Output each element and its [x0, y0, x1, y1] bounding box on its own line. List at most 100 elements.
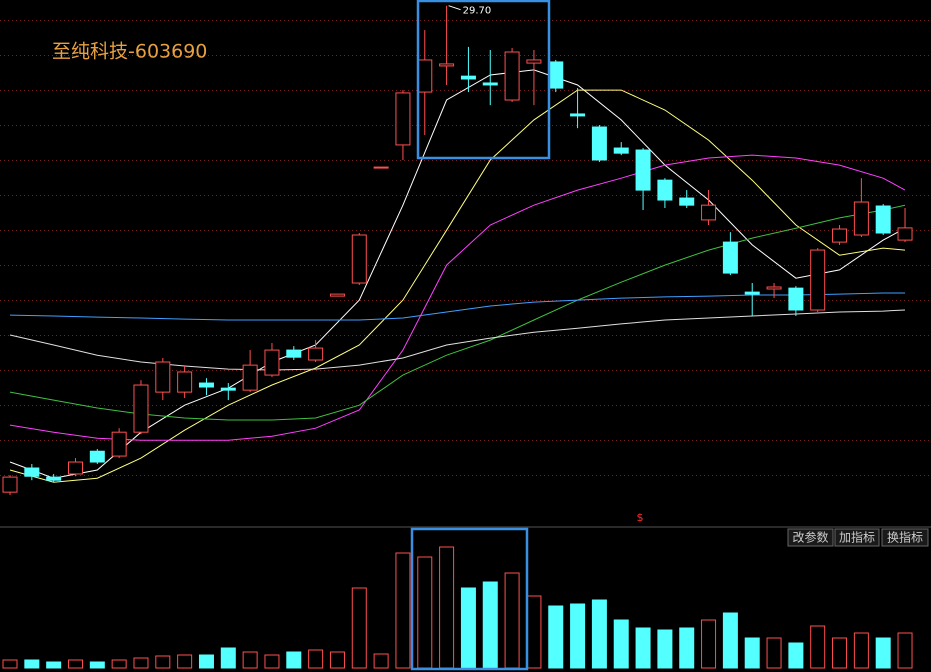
candle-body [460, 75, 476, 80]
volume-bar [548, 605, 564, 669]
indicator-button[interactable] [787, 528, 834, 547]
volume-bar [329, 651, 345, 669]
candle-body [482, 82, 498, 86]
volume-bar [591, 599, 607, 669]
candle-body [286, 349, 302, 358]
indicator-button-label[interactable]: 加指标 [839, 530, 875, 545]
candle-body [722, 241, 738, 274]
candle-body [439, 63, 455, 67]
candle-body [657, 179, 673, 201]
candle-body [679, 197, 695, 206]
candle-body [177, 371, 193, 393]
grid-pattern [0, 20, 931, 500]
volume-bar [351, 587, 367, 669]
volume-bar [832, 637, 848, 669]
volume-bar [177, 654, 193, 669]
ma-line [9, 154, 906, 441]
volume-bar [395, 552, 411, 669]
candle-body [351, 234, 367, 284]
candle-body [570, 113, 586, 117]
volume-bar [482, 581, 498, 669]
high-label: 29.70 [463, 6, 492, 17]
volume-bar [373, 653, 389, 669]
volume-bar [504, 572, 520, 669]
volume-bar [744, 637, 760, 669]
candle-body [67, 461, 83, 475]
marker: $ [637, 511, 644, 524]
volume-bar [766, 637, 782, 669]
volume-bar [133, 657, 149, 669]
candle-body [788, 287, 804, 311]
ma-line [9, 204, 906, 421]
candle-body [810, 249, 826, 311]
volume-bar [897, 632, 913, 669]
volume-bar [460, 587, 476, 669]
candle-body [264, 349, 280, 376]
candle-body [897, 227, 913, 241]
candle-body [526, 59, 542, 64]
candle-body [329, 293, 345, 297]
candle-body [24, 467, 40, 477]
volume-bar [67, 659, 83, 669]
candle-body [89, 450, 105, 463]
indicator-button-label[interactable]: 改参数 [792, 530, 828, 545]
volume-bar [635, 627, 651, 669]
volume-bar [308, 649, 324, 669]
candle-body [635, 149, 651, 191]
candle-body [133, 384, 149, 433]
candle-body [2, 476, 18, 493]
high-pointer [448, 5, 461, 11]
volume-bar [89, 661, 105, 669]
candle-body [613, 147, 629, 154]
volume-bar [46, 661, 62, 669]
candle-body [373, 166, 389, 169]
candle-body [875, 205, 891, 234]
candle-body [701, 204, 717, 221]
candle-body [766, 286, 782, 290]
indicator-button-label[interactable]: 换指标 [887, 530, 923, 545]
volume-bar [111, 659, 127, 669]
ma-line [9, 89, 906, 483]
volume-bar [439, 546, 455, 669]
volume-bar [657, 629, 673, 669]
candle-body [548, 61, 564, 89]
volume-bar [570, 603, 586, 669]
indicator-button[interactable] [834, 528, 880, 547]
volume-bar [242, 651, 258, 669]
volume-bar [788, 642, 804, 669]
volume-bar [701, 619, 717, 669]
candle-body [308, 347, 324, 361]
candle-body [832, 228, 848, 243]
volume-bar [24, 659, 40, 669]
volume-bar [875, 637, 891, 669]
candle-body [591, 126, 607, 161]
highlight-box [416, 0, 551, 160]
candle-body [46, 476, 62, 481]
candle-body [417, 59, 433, 93]
candle-body [504, 51, 520, 101]
volume-bar [198, 654, 214, 669]
candle-body [155, 361, 171, 393]
chart-title: 至纯科技-603690 [52, 41, 207, 63]
volume-bar [264, 654, 280, 669]
candle-body [395, 92, 411, 146]
volume-bar [853, 632, 869, 669]
indicator-button[interactable] [881, 528, 929, 547]
volume-bar [810, 625, 826, 669]
buttons: 改参数 加指标 换指标 [787, 528, 929, 547]
candle-body [853, 201, 869, 236]
candle-body [111, 431, 127, 457]
volume-panel [2, 546, 913, 669]
highlight-box [410, 527, 529, 671]
volume-bar [286, 651, 302, 669]
volume-bar [220, 647, 236, 669]
volume-bar [526, 595, 542, 669]
volume-bar [2, 659, 18, 669]
candle-body [220, 387, 236, 391]
candle-body [744, 291, 760, 295]
price-panel: 29.70 [2, 5, 913, 495]
volume-bar [613, 619, 629, 669]
candle-body [242, 364, 258, 391]
candle-body [198, 382, 214, 388]
